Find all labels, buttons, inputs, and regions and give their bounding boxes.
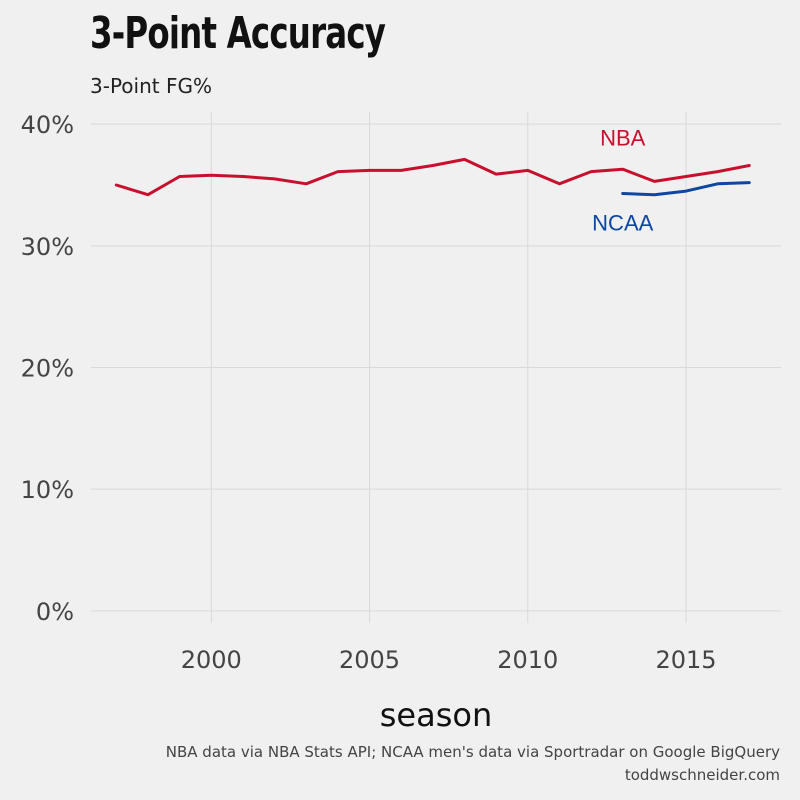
y-tick-label: 30% — [21, 233, 74, 261]
y-tick-label: 0% — [36, 598, 74, 626]
y-tick-label: 40% — [21, 111, 74, 139]
series-label-ncaa: NCAA — [592, 211, 653, 236]
series-line-nba — [114, 157, 751, 197]
series-labels: NBA NCAA — [592, 126, 653, 236]
series-line-ncaa — [621, 181, 751, 197]
source-credit: NBA data via NBA Stats API; NCAA men's d… — [165, 743, 780, 761]
series-lines — [114, 157, 751, 197]
x-tick-label: 2015 — [656, 646, 717, 674]
author-credit: toddwschneider.com — [624, 766, 780, 784]
x-tick-label: 2000 — [181, 646, 242, 674]
line-chart: 0% 10% 20% 30% 40% 2000 2005 2010 2015 NBA NCAA s… — [21, 111, 781, 734]
y-tick-label: 20% — [21, 355, 74, 383]
chart-subtitle: 3-Point FG% — [90, 74, 212, 98]
series-label-nba: NBA — [600, 126, 646, 151]
x-tick-label: 2010 — [497, 646, 558, 674]
chart-title: 3-Point Accuracy — [90, 8, 386, 59]
y-tick-label: 10% — [21, 476, 74, 504]
x-tick-label: 2005 — [339, 646, 400, 674]
grid-layer — [91, 112, 781, 623]
tick-labels: 0% 10% 20% 30% 40% 2000 2005 2010 2015 — [21, 111, 717, 674]
source-caption: NBA data via NBA Stats API; NCAA men's d… — [166, 741, 780, 787]
x-axis-title: season — [380, 696, 493, 734]
